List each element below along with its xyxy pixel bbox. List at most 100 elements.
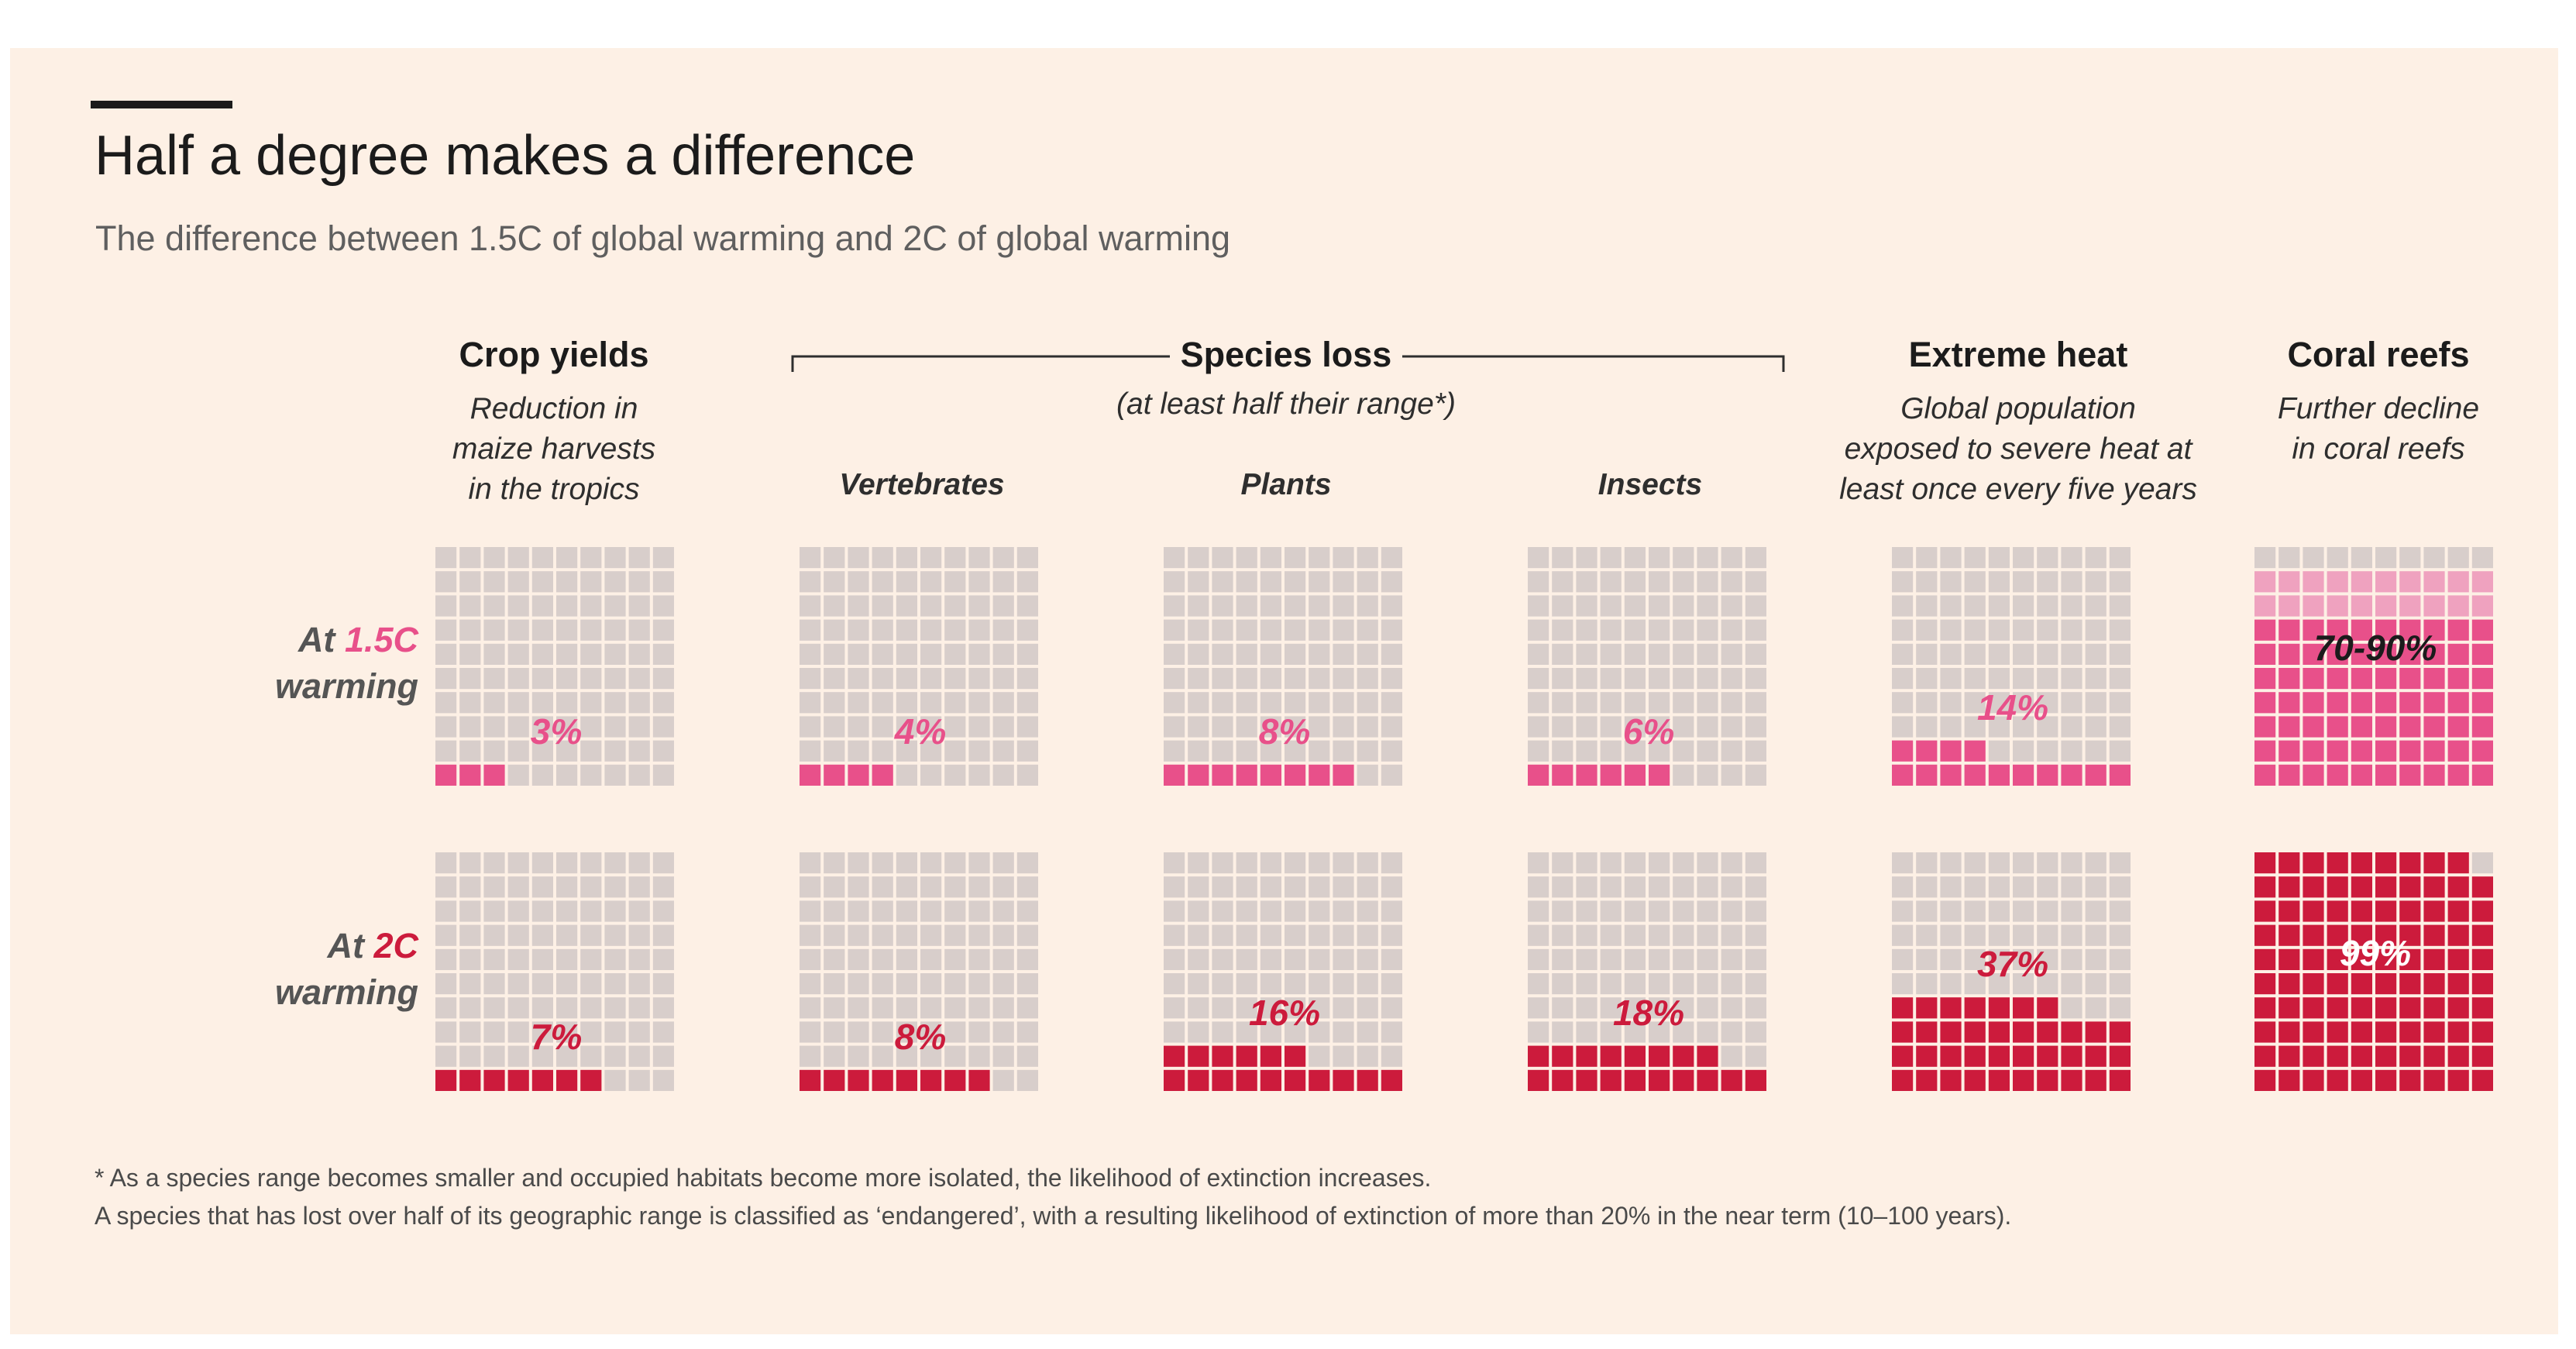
- waffle-cell: [1576, 1021, 1598, 1043]
- waffle-cell: [2061, 876, 2082, 898]
- waffle-cell: [1381, 764, 1402, 786]
- waffle-cell: [507, 1069, 529, 1091]
- waffle-cell: [1988, 876, 2010, 898]
- waffle-cell: [2303, 1069, 2324, 1091]
- chart-title: Half a degree makes a difference: [95, 125, 916, 187]
- waffle-cell: [1236, 948, 1257, 970]
- waffle-cell: [2254, 547, 2276, 569]
- waffle-cell: [1988, 547, 2010, 569]
- waffle-cell: [1309, 1021, 1330, 1043]
- waffle-cell: [2351, 997, 2372, 1019]
- waffle-cell: [2037, 643, 2058, 665]
- waffle-cell: [800, 643, 821, 665]
- waffle-cell: [1016, 924, 1038, 946]
- waffle-cell: [652, 900, 674, 922]
- waffle-cell: [1892, 619, 1914, 641]
- waffle-cell: [1309, 852, 1330, 874]
- waffle-cell: [1381, 852, 1402, 874]
- waffle-cell: [2423, 1021, 2445, 1043]
- waffle-cell: [1236, 740, 1257, 762]
- waffle-cell: [1333, 973, 1354, 995]
- value-label-crop-yields-1-5c: 3%: [530, 711, 583, 752]
- waffle-cell: [824, 900, 845, 922]
- waffle-cell: [920, 643, 942, 665]
- waffle-cell: [1309, 619, 1330, 641]
- waffle-cell: [580, 876, 602, 898]
- waffle-cell: [1649, 740, 1670, 762]
- waffle-cell: [1649, 1069, 1670, 1091]
- waffle-cell: [1333, 764, 1354, 786]
- waffle-cell: [483, 571, 505, 593]
- waffle-cell: [1016, 1069, 1038, 1091]
- waffle-cell: [1988, 900, 2010, 922]
- waffle-cell: [2351, 1069, 2372, 1091]
- waffle-cell: [1164, 619, 1185, 641]
- waffle-cell: [604, 900, 626, 922]
- waffle-cell: [992, 764, 1014, 786]
- waffle-cell: [2471, 1045, 2493, 1067]
- waffle-cell: [435, 1021, 457, 1043]
- waffle-cell: [1528, 643, 1549, 665]
- waffle-cell: [2254, 716, 2276, 738]
- waffle-cell: [1381, 619, 1402, 641]
- waffle-cell: [2375, 876, 2397, 898]
- waffle-cell: [1260, 924, 1281, 946]
- waffle-cell: [459, 1021, 481, 1043]
- value-label-vertebrates-1-5c: 4%: [894, 711, 947, 752]
- waffle-cell: [1357, 571, 1378, 593]
- waffle-cell: [1528, 1069, 1549, 1091]
- waffle-cell: [2471, 692, 2493, 714]
- waffle-cell: [1649, 1045, 1670, 1067]
- coral-reefs-subtitle: Further decline in coral reefs: [2231, 389, 2526, 470]
- waffle-cell: [1964, 619, 1986, 641]
- waffle-cell: [2254, 571, 2276, 593]
- waffle-cell: [1528, 740, 1549, 762]
- waffle-cell: [872, 668, 893, 690]
- waffle-cell: [459, 619, 481, 641]
- waffle-cell: [1624, 716, 1646, 738]
- waffle-cell: [2375, 740, 2397, 762]
- waffle-cell: [2254, 643, 2276, 665]
- waffle-cell: [2471, 547, 2493, 569]
- waffle-cell: [1188, 973, 1209, 995]
- waffle-cell: [1260, 595, 1281, 617]
- waffle-cell: [1164, 740, 1185, 762]
- waffle-cell: [1988, 692, 2010, 714]
- waffle-cell: [872, 716, 893, 738]
- waffle-cell: [652, 740, 674, 762]
- waffle-cell: [1964, 1045, 1986, 1067]
- waffle-cell: [507, 571, 529, 593]
- waffle-cell: [435, 716, 457, 738]
- waffle-cell: [2303, 924, 2324, 946]
- waffle-cell: [2327, 973, 2348, 995]
- waffle-cell: [1940, 692, 1962, 714]
- waffle-cell: [824, 764, 845, 786]
- waffle-cell: [1552, 852, 1573, 874]
- waffle-cell: [1381, 948, 1402, 970]
- waffle-plants-2c: [1164, 852, 1402, 1091]
- waffle-cell: [1649, 595, 1670, 617]
- waffle-cell: [1016, 1021, 1038, 1043]
- waffle-cell: [2399, 619, 2421, 641]
- waffle-cell: [507, 924, 529, 946]
- value-label-insects-1-5c: 6%: [1622, 711, 1675, 752]
- waffle-cell: [2423, 948, 2445, 970]
- waffle-cell: [1381, 997, 1402, 1019]
- waffle-cell: [1212, 1045, 1233, 1067]
- waffle-cell: [1916, 571, 1938, 593]
- waffle-cell: [604, 740, 626, 762]
- waffle-cell: [872, 924, 893, 946]
- waffle-crop-yields-2c: [435, 852, 674, 1091]
- waffle-cell: [2375, 764, 2397, 786]
- row-2c-prefix: At: [327, 926, 364, 965]
- waffle-cell: [2351, 643, 2372, 665]
- waffle-cell: [628, 1021, 650, 1043]
- waffle-cell: [1333, 547, 1354, 569]
- waffle-cell: [2109, 852, 2131, 874]
- waffle-cell: [2327, 948, 2348, 970]
- waffle-cell: [1164, 973, 1185, 995]
- waffle-cell: [2327, 852, 2348, 874]
- waffle-cell: [1988, 595, 2010, 617]
- waffle-cell: [872, 1045, 893, 1067]
- waffle-cell: [968, 716, 990, 738]
